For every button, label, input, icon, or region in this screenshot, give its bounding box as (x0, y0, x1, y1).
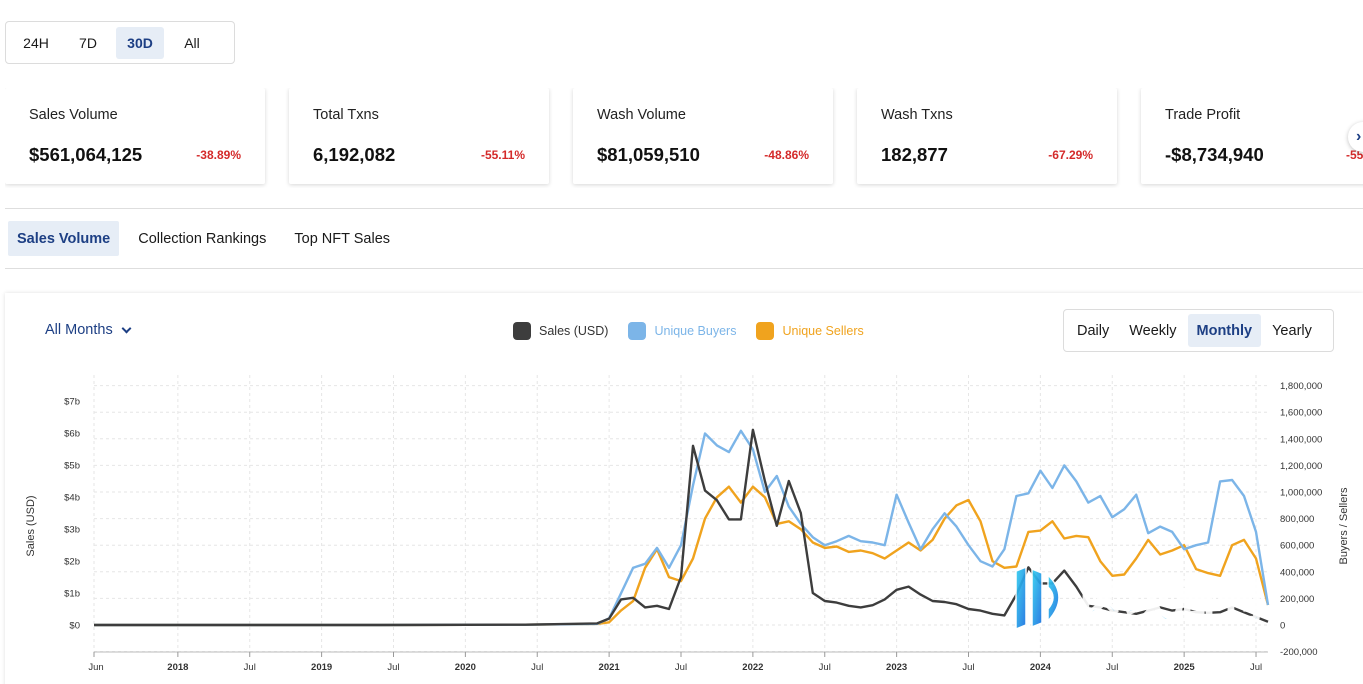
x-tick-label: Jul (387, 662, 399, 673)
time-range-selector: 24H 7D 30D All (5, 21, 235, 64)
legend-item-buyers[interactable]: Unique Buyers (628, 322, 736, 340)
x-tick-label: 2025 (1174, 662, 1196, 673)
x-tick-label: Jul (244, 662, 256, 673)
x-tick-label: Jul (1106, 662, 1118, 673)
range-24h-button[interactable]: 24H (23, 34, 49, 51)
x-tick-label: Jul (531, 662, 543, 673)
x-tick-label: 2024 (1030, 662, 1052, 673)
range-7d-button[interactable]: 7D (79, 34, 97, 51)
x-tick-label: Jul (962, 662, 974, 673)
legend-item-sellers[interactable]: Unique Sellers (756, 322, 864, 340)
granularity-monthly-button[interactable]: Monthly (1187, 314, 1262, 347)
tab-collection-rankings[interactable]: Collection Rankings (138, 230, 267, 247)
stat-value: $561,064,125 (29, 144, 143, 165)
stat-card-wash-txns: Wash Txns 182,877 -67.29% (857, 88, 1117, 184)
legend-swatch (513, 322, 531, 340)
stat-change: -67.29% (1048, 148, 1093, 162)
month-filter-dropdown[interactable]: All Months (45, 322, 132, 338)
stat-label: Wash Txns (881, 107, 953, 123)
stat-label: Wash Volume (597, 107, 686, 123)
series-line-unique-sellers (94, 485, 1270, 627)
y2-tick-label: 1,400,000 (1280, 434, 1322, 445)
y2-tick-label: 400,000 (1280, 567, 1314, 578)
granularity-daily-button[interactable]: Daily (1077, 322, 1110, 339)
x-tick-label: 2018 (167, 662, 188, 673)
x-tick-label: 2021 (599, 662, 621, 673)
x-tick-label: Jul (675, 662, 687, 673)
x-tick-label: 2020 (455, 662, 476, 673)
stat-label: Sales Volume (29, 107, 118, 123)
chevron-right-icon[interactable]: › (1348, 122, 1363, 152)
granularity-weekly-button[interactable]: Weekly (1129, 322, 1177, 339)
legend-swatch (628, 322, 647, 340)
x-tick-label: 2023 (886, 662, 907, 673)
granularity-yearly-button[interactable]: Yearly (1272, 322, 1312, 339)
y2-tick-label: 800,000 (1280, 514, 1314, 525)
stat-card-sales-volume: Sales Volume $561,064,125 -38.89% (5, 88, 265, 184)
stat-card-wash-volume: Wash Volume $81,059,510 -48.86% (573, 88, 833, 184)
stat-label: Total Txns (313, 107, 379, 123)
stat-value: 182,877 (881, 144, 948, 165)
y-tick-label: $1b (64, 589, 80, 600)
y-tick-label: $3b (64, 525, 80, 536)
range-all-button[interactable]: All (184, 34, 200, 51)
stat-change: -48.86% (764, 148, 809, 162)
chart-panel: All Months Sales (USD) Unique Buyers Uni… (5, 293, 1363, 684)
stat-value: $81,059,510 (597, 144, 700, 165)
legend-label: Sales (USD) (539, 324, 609, 338)
y2-tick-label: 1,200,000 (1280, 461, 1322, 472)
stat-card-trade-profit: Trade Profit -$8,734,940 -55.1 (1141, 88, 1363, 184)
y2-axis-label: Buyers / Sellers (1338, 487, 1350, 565)
series-line-sales-usd (94, 428, 1269, 627)
y-tick-label: $6b (64, 429, 80, 440)
y2-tick-label: 1,000,000 (1280, 488, 1322, 499)
x-tick-label: 2019 (311, 662, 332, 673)
legend-label: Unique Buyers (654, 324, 737, 338)
y-tick-label: $2b (64, 557, 80, 568)
y2-tick-label: 0 (1280, 621, 1285, 632)
month-filter-label: All Months (45, 322, 113, 338)
granularity-selector: Daily Weekly Monthly Yearly (1063, 309, 1334, 352)
tab-sales-volume[interactable]: Sales Volume (8, 221, 120, 256)
range-30d-button[interactable]: 30D (116, 26, 164, 59)
y2-tick-label: -200,000 (1280, 647, 1318, 658)
divider (5, 208, 1363, 209)
y-axis-label: Sales (USD) (25, 495, 37, 556)
stat-change: -55.11% (480, 148, 525, 162)
y-tick-label: $0 (69, 621, 80, 632)
legend-item-sales[interactable]: Sales (USD) (513, 322, 608, 340)
tab-top-nft-sales[interactable]: Top NFT Sales (294, 230, 391, 247)
legend-swatch (756, 322, 775, 340)
watermark: 区块周刊 (1012, 563, 1264, 633)
stat-label: Trade Profit (1165, 107, 1241, 123)
watermark-text: 区块周刊 (1079, 576, 1264, 629)
x-tick-label: Jun (88, 662, 103, 673)
y2-tick-label: 600,000 (1280, 541, 1314, 552)
x-tick-label: Jul (1250, 662, 1262, 673)
divider (5, 268, 1363, 269)
stat-cards: Sales Volume $561,064,125 -38.89% Total … (5, 88, 1363, 188)
stat-change: -38.89% (196, 148, 241, 162)
stat-value: 6,192,082 (313, 144, 396, 165)
y-tick-label: $4b (64, 493, 80, 504)
chart-tabs: Sales Volume Collection Rankings Top NFT… (8, 221, 399, 256)
y-tick-label: $5b (64, 461, 80, 472)
stat-card-total-txns: Total Txns 6,192,082 -55.11% (289, 88, 549, 184)
legend-label: Unique Sellers (782, 324, 864, 338)
x-tick-label: Jul (819, 662, 831, 673)
y2-tick-label: 1,600,000 (1280, 408, 1322, 419)
chart-legend: Sales (USD) Unique Buyers Unique Sellers (513, 322, 864, 340)
y2-tick-label: 1,800,000 (1280, 381, 1322, 392)
y2-tick-label: 200,000 (1280, 594, 1314, 605)
y-tick-label: $7b (64, 397, 80, 408)
x-tick-label: 2022 (742, 662, 763, 673)
stat-value: -$8,734,940 (1165, 144, 1264, 165)
watermark-logo-icon (1015, 565, 1060, 631)
series-line-unique-buyers (94, 429, 1270, 627)
